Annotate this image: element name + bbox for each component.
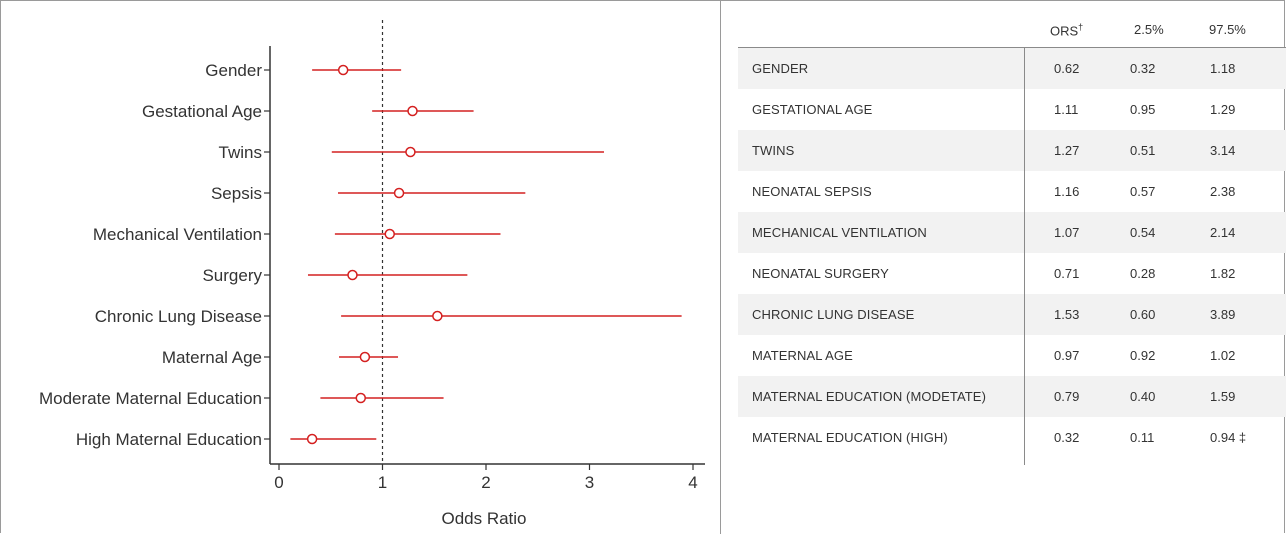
header-ors: ORS† — [1050, 22, 1084, 39]
row-upper-ci: 2.38 — [1210, 184, 1236, 199]
header-lower-ci: 2.5% — [1134, 22, 1164, 37]
row-lower-ci: 0.40 — [1130, 389, 1156, 404]
row-label: TWINS — [752, 143, 795, 158]
odds-ratio-point — [306, 433, 318, 445]
row-upper-ci: 2.14 — [1210, 225, 1236, 240]
category-label: Mechanical Ventilation — [93, 225, 262, 244]
row-upper-ci: 1.59 — [1210, 389, 1236, 404]
table-row: MATERNAL EDUCATION (HIGH) 0.32 0.11 0.94 ‡ — [738, 417, 1286, 458]
row-or-value: 0.32 — [1054, 430, 1080, 445]
row-label: MATERNAL AGE — [752, 348, 853, 363]
row-upper-ci: 1.82 — [1210, 266, 1236, 281]
row-upper-ci: 1.18 — [1210, 61, 1236, 76]
row-label: MATERNAL EDUCATION (MODETATE) — [752, 389, 987, 404]
table-row: TWINS 1.27 0.51 3.14 — [738, 130, 1286, 171]
row-or-value: 0.97 — [1054, 348, 1080, 363]
row-or-value: 1.27 — [1054, 143, 1080, 158]
x-tick-label: 1 — [378, 473, 387, 492]
row-lower-ci: 0.60 — [1130, 307, 1156, 322]
row-label: CHRONIC LUNG DISEASE — [752, 307, 915, 322]
row-or-value: 1.11 — [1054, 102, 1079, 117]
row-or-value: 0.62 — [1054, 61, 1080, 76]
odds-ratio-point — [337, 64, 349, 76]
header-upper-ci: 97.5% — [1209, 22, 1246, 37]
odds-ratio-point — [407, 105, 418, 117]
table-row: MATERNAL AGE 0.97 0.92 1.02 — [738, 335, 1286, 376]
row-label: GENDER — [752, 61, 809, 76]
odds-ratio-point — [347, 269, 358, 281]
row-label: NEONATAL SEPSIS — [752, 184, 872, 199]
row-or-value: 1.53 — [1054, 307, 1080, 322]
row-or-value: 0.79 — [1054, 389, 1080, 404]
odds-ratio-table: ORS† 2.5% 97.5% GENDER 0.62 0.32 1.18 GESTAT… — [738, 10, 1286, 465]
row-or-value: 0.71 — [1054, 266, 1080, 281]
x-tick-label: 2 — [481, 473, 490, 492]
odds-ratio-point — [355, 392, 367, 404]
row-lower-ci: 0.92 — [1130, 348, 1156, 363]
row-lower-ci: 0.11 — [1130, 430, 1155, 445]
row-lower-ci: 0.28 — [1130, 266, 1156, 281]
row-lower-ci: 0.95 — [1130, 102, 1156, 117]
table-row: GESTATIONAL AGE 1.11 0.95 1.29 — [738, 89, 1286, 130]
forest-plot: 0 1 2 3 4 Gender Gestational Age Twins Sepsis Mec… — [39, 20, 705, 528]
category-label: Sepsis — [211, 184, 262, 203]
panel-divider — [720, 0, 721, 534]
row-lower-ci: 0.32 — [1130, 61, 1156, 76]
table-row: GENDER 0.62 0.32 1.18 — [738, 48, 1286, 89]
row-label: MECHANICAL VENTILATION — [752, 225, 927, 240]
category-label: Gender — [205, 61, 262, 80]
table-header: ORS† 2.5% 97.5% — [738, 10, 1286, 48]
row-label: NEONATAL SURGERY — [752, 266, 889, 281]
table-row: CHRONIC LUNG DISEASE 1.53 0.60 3.89 — [738, 294, 1286, 335]
odds-ratio-point — [359, 351, 371, 363]
category-label: Moderate Maternal Education — [39, 389, 262, 408]
row-label: GESTATIONAL AGE — [752, 102, 873, 117]
table-body: GENDER 0.62 0.32 1.18 GESTATIONAL AGE 1.11 0.9… — [738, 48, 1286, 458]
table-row: MATERNAL EDUCATION (MODETATE) 0.79 0.40 1.5… — [738, 376, 1286, 417]
x-tick-label: 0 — [274, 473, 283, 492]
row-or-value: 1.16 — [1054, 184, 1080, 199]
category-label: High Maternal Education — [76, 430, 262, 449]
row-upper-ci: 3.89 — [1210, 307, 1236, 322]
x-tick-label: 4 — [688, 473, 697, 492]
row-or-value: 1.07 — [1054, 225, 1080, 240]
row-label: MATERNAL EDUCATION (HIGH) — [752, 430, 948, 445]
row-upper-ci: 1.29 — [1210, 102, 1236, 117]
table-row: MECHANICAL VENTILATION 1.07 0.54 2.14 — [738, 212, 1286, 253]
row-upper-ci: 1.02 — [1210, 348, 1236, 363]
category-label: Surgery — [202, 266, 262, 285]
odds-ratio-point — [432, 310, 443, 322]
category-label: Gestational Age — [142, 102, 262, 121]
odds-ratio-point — [384, 228, 395, 240]
category-label: Twins — [219, 143, 262, 162]
category-label: Chronic Lung Disease — [95, 307, 262, 326]
row-upper-ci: 0.94 ‡ — [1210, 430, 1247, 445]
x-axis-label: Odds Ratio — [441, 509, 526, 528]
x-tick-label: 3 — [585, 473, 594, 492]
row-lower-ci: 0.51 — [1130, 143, 1156, 158]
table-column-separator — [1024, 47, 1025, 465]
odds-ratio-point — [393, 187, 405, 199]
row-lower-ci: 0.54 — [1130, 225, 1156, 240]
table-row: NEONATAL SURGERY 0.71 0.28 1.82 — [738, 253, 1286, 294]
odds-ratio-point — [405, 146, 416, 158]
row-lower-ci: 0.57 — [1130, 184, 1156, 199]
category-label: Maternal Age — [162, 348, 262, 367]
table-row: NEONATAL SEPSIS 1.16 0.57 2.38 — [738, 171, 1286, 212]
row-upper-ci: 3.14 — [1210, 143, 1236, 158]
